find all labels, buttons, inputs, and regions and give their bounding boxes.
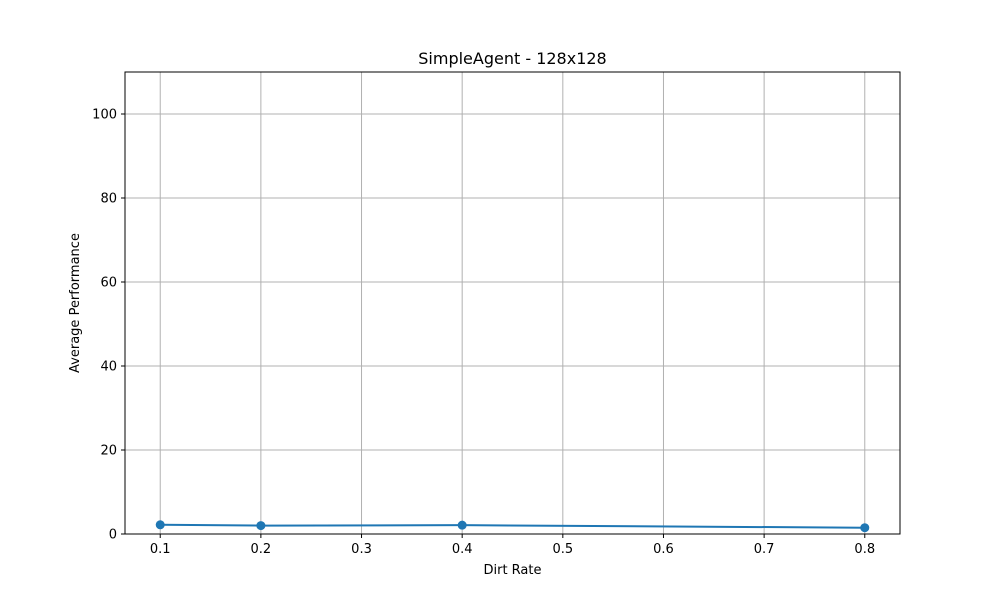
y-tick-label: 40 xyxy=(100,360,117,375)
y-tick-label: 60 xyxy=(100,276,117,291)
x-tick-label: 0.7 xyxy=(754,542,775,557)
y-tick-label: 80 xyxy=(100,192,117,207)
plot-frame xyxy=(124,71,901,535)
x-tick-label: 0.8 xyxy=(854,542,875,557)
x-tick-label: 0.5 xyxy=(552,542,573,557)
grid-layer xyxy=(125,72,900,535)
y-axis-label: Average Performance xyxy=(68,233,83,373)
x-tick-label: 0.6 xyxy=(653,542,674,557)
tick-layer: 0.1 0.2 0.3 0.4 0.5 0.6 0.7 0.8 0 20 40 60 80 100 xyxy=(92,108,875,558)
y-tick-label: 20 xyxy=(100,444,117,459)
series-layer xyxy=(155,520,870,533)
data-point xyxy=(155,520,165,530)
x-axis-label: Dirt Rate xyxy=(483,563,541,578)
y-tick-label: 100 xyxy=(92,108,117,123)
data-point xyxy=(860,523,870,533)
x-tick-label: 0.1 xyxy=(150,542,171,557)
chart-title: SimpleAgent - 128x128 xyxy=(418,49,606,68)
y-tick-label: 0 xyxy=(109,528,117,543)
series-line xyxy=(160,523,865,529)
x-tick-label: 0.2 xyxy=(251,542,272,557)
x-tick-label: 0.3 xyxy=(351,542,372,557)
data-point xyxy=(256,521,266,531)
data-point xyxy=(457,520,467,530)
x-tick-label: 0.4 xyxy=(452,542,473,557)
